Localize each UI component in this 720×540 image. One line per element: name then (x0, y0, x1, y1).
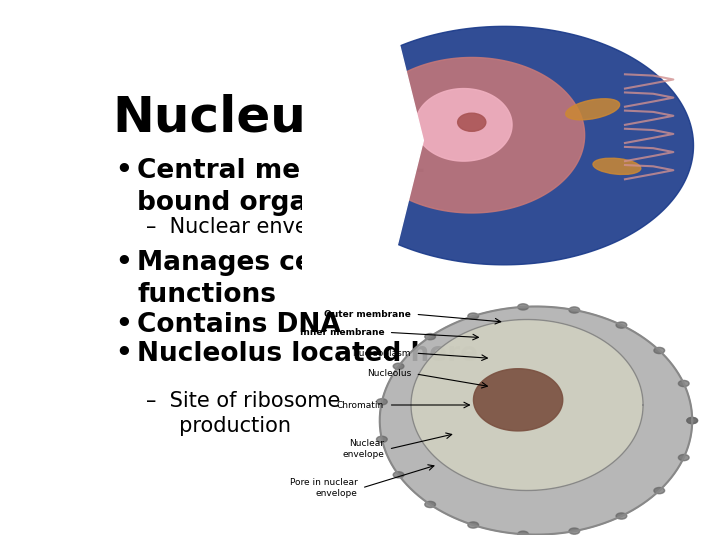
Circle shape (678, 380, 689, 387)
Text: Nucleoplasm: Nucleoplasm (353, 349, 411, 357)
Polygon shape (411, 320, 643, 490)
Text: Nucleolus located here: Nucleolus located here (138, 341, 478, 367)
Ellipse shape (593, 158, 641, 174)
Polygon shape (474, 369, 563, 431)
Text: Contains DNA: Contains DNA (138, 312, 341, 338)
Text: Pore in nuclear
envelope: Pore in nuclear envelope (289, 478, 357, 498)
Text: Nuclear
envelope: Nuclear envelope (342, 440, 384, 459)
Polygon shape (302, 11, 423, 270)
Circle shape (518, 304, 528, 310)
Text: •: • (115, 158, 132, 184)
Text: Manages cellular
functions: Manages cellular functions (138, 250, 390, 308)
Text: Chromatin: Chromatin (337, 401, 384, 409)
Circle shape (616, 513, 627, 519)
Circle shape (687, 417, 698, 424)
Circle shape (425, 334, 436, 340)
Circle shape (377, 399, 387, 405)
Circle shape (518, 531, 528, 537)
Circle shape (468, 313, 479, 319)
Text: –  Site of ribosome
     production: – Site of ribosome production (145, 391, 340, 436)
Circle shape (377, 436, 387, 442)
Polygon shape (359, 57, 585, 213)
Circle shape (616, 322, 627, 328)
Ellipse shape (566, 99, 620, 120)
Text: •: • (115, 250, 132, 276)
Polygon shape (379, 307, 692, 535)
Circle shape (458, 113, 486, 131)
Text: Central membrane-
bound organelle: Central membrane- bound organelle (138, 158, 426, 217)
Circle shape (393, 472, 404, 478)
Text: Nucleus: Nucleus (112, 94, 336, 142)
Circle shape (425, 501, 436, 508)
Circle shape (393, 363, 404, 369)
Text: Outer membrane: Outer membrane (324, 310, 411, 319)
Text: Inner membrane: Inner membrane (300, 328, 384, 337)
Circle shape (654, 347, 665, 354)
Polygon shape (315, 26, 693, 265)
Circle shape (687, 417, 698, 424)
Circle shape (569, 528, 580, 534)
Circle shape (654, 488, 665, 494)
Circle shape (678, 455, 689, 461)
Text: •: • (115, 341, 132, 367)
Circle shape (569, 307, 580, 313)
Text: •: • (115, 312, 132, 338)
Text: –  Nuclear envelope: – Nuclear envelope (145, 217, 352, 237)
Circle shape (468, 522, 479, 528)
Polygon shape (415, 89, 512, 161)
Text: Nucleolus: Nucleolus (366, 369, 411, 379)
